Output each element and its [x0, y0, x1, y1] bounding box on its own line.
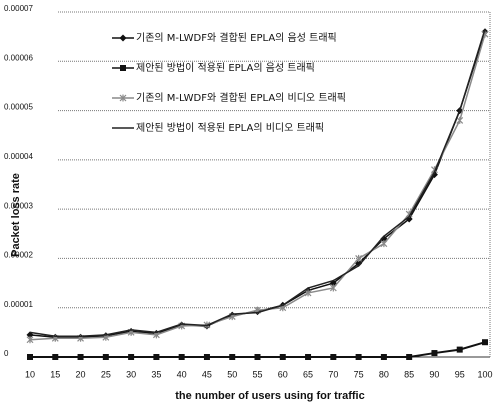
series-line [29, 33, 486, 341]
series-line [29, 29, 486, 338]
point-marker [406, 354, 413, 360]
point-marker [482, 339, 488, 346]
x-tick-label: 65 [303, 369, 313, 379]
point-marker [456, 116, 464, 124]
x-tick-label: 50 [227, 369, 237, 379]
point-marker [456, 346, 463, 353]
point-marker [330, 354, 337, 360]
point-marker [27, 354, 33, 360]
point-marker [229, 354, 236, 360]
x-tick-label: 55 [252, 369, 262, 379]
y-tick-label: 0.00004 [4, 152, 33, 161]
point-marker [304, 289, 312, 297]
y-tick-label: 0.00002 [4, 251, 33, 260]
y-tick-label: 0.00001 [4, 300, 33, 309]
point-marker [52, 354, 59, 360]
x-tick-label: 80 [379, 369, 389, 379]
legend-label: 기존의 M-LWDF와 결합된 EPLA의 음성 트래픽 [136, 32, 337, 44]
point-marker [254, 354, 261, 360]
x-tick-label: 35 [151, 369, 161, 379]
legend-label: 제안된 방법이 적용된 EPLA의 음성 트래픽 [136, 62, 315, 74]
point-marker [178, 354, 185, 360]
x-tick-label: 25 [101, 369, 111, 379]
legend-marker [119, 34, 127, 42]
point-marker [355, 354, 362, 360]
point-marker [153, 354, 160, 360]
x-tick-label: 85 [404, 369, 414, 379]
y-tick-label: 0.00007 [4, 4, 33, 13]
x-tick-label: 70 [328, 369, 338, 379]
x-tick-label: 95 [455, 369, 465, 379]
point-marker [380, 354, 387, 360]
point-marker [305, 354, 312, 360]
y-tick-label: 0.00003 [4, 201, 33, 210]
y-tick-label: 0.00005 [4, 103, 33, 112]
point-marker [380, 240, 388, 248]
point-marker [329, 284, 337, 292]
point-marker [203, 354, 210, 360]
x-tick-label: 15 [50, 369, 60, 379]
legend-marker [119, 94, 127, 102]
point-marker [102, 354, 109, 360]
x-tick-label: 100 [477, 369, 492, 379]
point-marker [355, 254, 363, 262]
x-tick-label: 30 [126, 369, 136, 379]
point-marker [77, 354, 84, 360]
x-tick-label: 45 [202, 369, 212, 379]
point-marker [26, 336, 34, 344]
y-tick-label: 0.00006 [4, 53, 33, 62]
x-tick-label: 10 [25, 369, 35, 379]
x-tick-label: 40 [177, 369, 187, 379]
x-tick-label: 90 [429, 369, 439, 379]
series-line [29, 31, 486, 339]
x-tick-label: 20 [76, 369, 86, 379]
point-marker [279, 354, 286, 360]
y-axis-title: Packet loss rate [10, 173, 22, 257]
legend-marker [120, 65, 126, 71]
point-marker [128, 354, 135, 360]
x-axis-title: the number of users using for traffic [175, 390, 364, 402]
point-marker [431, 350, 438, 357]
x-tick-label: 75 [354, 369, 364, 379]
y-tick-label: 0 [4, 349, 9, 358]
x-tick-label: 60 [278, 369, 288, 379]
legend-label: 제안된 방법이 적용된 EPLA의 비디오 트래픽 [136, 122, 324, 134]
legend-label: 기존의 M-LWDF와 결합된 EPLA의 비디오 트래픽 [136, 92, 346, 104]
